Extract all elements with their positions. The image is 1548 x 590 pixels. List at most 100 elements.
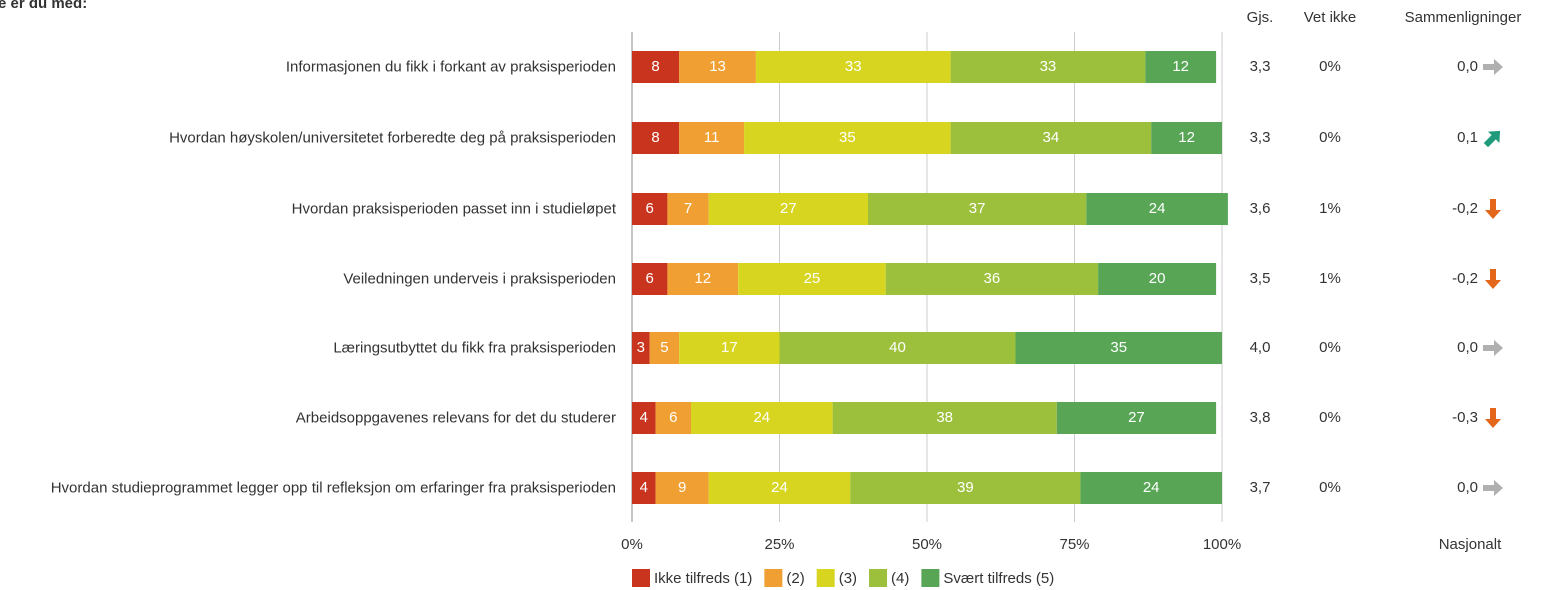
value-label: 4 [640, 479, 648, 496]
value-label: 20 [1149, 270, 1166, 287]
legend-swatch [921, 569, 940, 587]
value-label: 34 [1043, 129, 1060, 146]
comparison-value: 0,0 [1457, 339, 1478, 356]
value-label: 24 [1143, 479, 1160, 496]
bar-segment [667, 263, 739, 295]
bar-segment [1145, 51, 1217, 83]
value-label: 40 [889, 339, 906, 356]
value-label: 3 [637, 339, 645, 356]
bar-segment [708, 472, 851, 504]
value-label: 6 [646, 270, 654, 287]
trend-arrow [1485, 269, 1501, 289]
unknown-value: 0% [1319, 129, 1341, 146]
bar-segment [632, 193, 668, 225]
bar-segment [632, 332, 650, 364]
category-label: Hvordan praksisperioden passet inn i stu… [291, 200, 616, 218]
x-tick-label: 25% [764, 536, 794, 553]
bar-segment [1056, 402, 1217, 434]
comparison-value: -0,3 [1452, 409, 1478, 426]
mean-value: 3,7 [1250, 479, 1271, 496]
bar-segment [1086, 193, 1228, 225]
value-label: 6 [669, 409, 677, 426]
unknown-value: 0% [1319, 409, 1341, 426]
value-label: 6 [646, 200, 654, 217]
trend-arrow [1483, 480, 1503, 496]
bar-segment [850, 472, 1081, 504]
category-label: Hvordan studieprogrammet legger opp til … [50, 479, 616, 497]
bar-segment [1151, 122, 1222, 154]
bar-segment [950, 122, 1152, 154]
value-label: 7 [684, 200, 692, 217]
value-label: 4 [640, 409, 648, 426]
category-label: Hvordan høyskolen/universitetet forbered… [169, 129, 616, 147]
bar-segment [655, 402, 691, 434]
value-label: 25 [804, 270, 821, 287]
bar-segment [632, 402, 656, 434]
trend-arrow [1483, 130, 1501, 148]
category-label: Informasjonen du fikk i forkant av praks… [285, 58, 616, 76]
trend-arrow [1485, 199, 1501, 219]
mean-value: 3,3 [1250, 58, 1271, 75]
legend-label: (3) [839, 570, 857, 587]
bar-segment [1080, 472, 1222, 504]
column-header: Vet ikke [1304, 9, 1357, 26]
bar-segment [632, 51, 680, 83]
column-header: Sammenligninger [1405, 9, 1522, 26]
comparison-value: -0,2 [1452, 200, 1478, 217]
comparison-value: -0,2 [1452, 270, 1478, 287]
value-label: 8 [651, 129, 659, 146]
value-label: 24 [753, 409, 770, 426]
legend-label: (4) [891, 570, 909, 587]
mean-value: 3,5 [1250, 270, 1271, 287]
value-label: 35 [839, 129, 856, 146]
value-label: 37 [969, 200, 986, 217]
comparison-value: 0,0 [1457, 58, 1478, 75]
value-label: 9 [678, 479, 686, 496]
bar-segment [755, 51, 951, 83]
column-footer: Nasjonalt [1439, 536, 1502, 553]
comparison-value: 0,0 [1457, 479, 1478, 496]
value-label: 5 [660, 339, 668, 356]
bar-segment [679, 122, 745, 154]
legend-swatch [816, 569, 835, 587]
value-label: 17 [721, 339, 738, 356]
unknown-value: 1% [1319, 200, 1341, 217]
value-label: 24 [1149, 200, 1166, 217]
value-label: 35 [1110, 339, 1127, 356]
x-tick-label: 50% [912, 536, 942, 553]
value-label: 11 [704, 129, 720, 146]
value-label: 33 [1040, 58, 1057, 75]
value-label: 27 [780, 200, 797, 217]
unknown-value: 0% [1319, 339, 1341, 356]
mean-value: 4,0 [1250, 339, 1271, 356]
value-label: 39 [957, 479, 974, 496]
x-tick-label: 100% [1203, 536, 1241, 553]
bar-segment [832, 402, 1057, 434]
category-label: Læringsutbyttet du fikk fra praksisperio… [333, 339, 616, 357]
legend-swatch [869, 569, 888, 587]
bar-segment [679, 332, 780, 364]
value-label: 12 [1172, 58, 1189, 75]
bar-segment [1098, 263, 1217, 295]
bar-segment [885, 263, 1099, 295]
bar-segment [738, 263, 886, 295]
x-tick-label: 0% [621, 536, 643, 553]
bar-segment [667, 193, 709, 225]
trend-arrow [1483, 59, 1503, 75]
chart-title: e er du med: [0, 0, 87, 12]
bar-segment [779, 332, 1016, 364]
value-label: 24 [771, 479, 788, 496]
bar-segment [1015, 332, 1222, 364]
mean-value: 3,6 [1250, 200, 1271, 217]
value-label: 13 [709, 58, 726, 75]
unknown-value: 0% [1319, 479, 1341, 496]
bar-segment [679, 51, 756, 83]
unknown-value: 0% [1319, 58, 1341, 75]
comparison-value: 0,1 [1457, 129, 1478, 146]
value-label: 36 [984, 270, 1001, 287]
bar-segment [632, 122, 680, 154]
bar-segment [868, 193, 1087, 225]
bar-segment [632, 263, 668, 295]
value-label: 12 [694, 270, 711, 287]
category-label: Veiledningen underveis i praksisperioden [343, 270, 616, 288]
